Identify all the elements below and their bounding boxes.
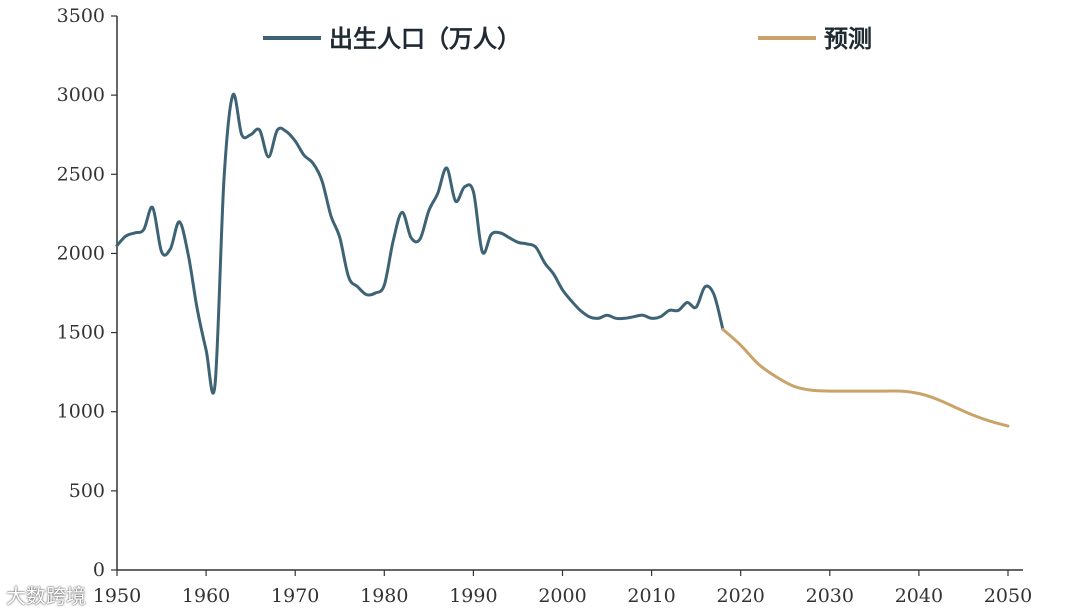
- series-lines: [115, 92, 1010, 428]
- y-axis-ticks: 0 500 1000 1500 2000 2500 3000 3500: [57, 5, 117, 581]
- y-tick-label: 0: [93, 559, 105, 581]
- x-tick-label: 2040: [895, 585, 943, 607]
- series-line-birth-population: [115, 92, 725, 395]
- x-tick-label: 2010: [627, 585, 675, 607]
- y-tick-label: 2500: [57, 163, 105, 185]
- y-tick-label: 1000: [57, 401, 105, 423]
- y-tick-label: 500: [69, 480, 105, 502]
- x-tick-label: 2050: [984, 585, 1032, 607]
- x-axis-ticks: 1950 1960 1970 1980 1990 2000 2010 2020 2030 2040…: [93, 570, 1032, 607]
- x-tick-label: 2000: [538, 585, 586, 607]
- series-line-forecast: [721, 327, 1010, 428]
- x-tick-label: 1960: [182, 585, 230, 607]
- y-tick-label: 3000: [57, 84, 105, 106]
- x-tick-label: 2030: [806, 585, 854, 607]
- x-tick-label: 1950: [93, 585, 141, 607]
- x-tick-label: 1990: [449, 585, 497, 607]
- watermark-text: 大数跨境: [6, 584, 86, 608]
- legend: 出生人口（万人） 预测: [263, 25, 872, 53]
- x-tick-label: 2020: [717, 585, 765, 607]
- y-tick-label: 1500: [57, 322, 105, 344]
- legend-label: 预测: [824, 25, 872, 53]
- y-tick-label: 2000: [57, 242, 105, 264]
- legend-label: 出生人口（万人）: [329, 25, 521, 53]
- x-tick-label: 1980: [360, 585, 408, 607]
- axes: [116, 16, 1023, 571]
- x-tick-label: 1970: [271, 585, 319, 607]
- y-tick-label: 3500: [57, 5, 105, 27]
